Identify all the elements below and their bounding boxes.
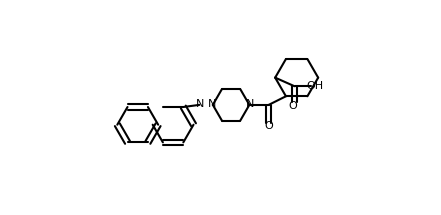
Text: O: O xyxy=(288,101,297,111)
Text: OH: OH xyxy=(307,81,324,91)
Text: N: N xyxy=(246,99,254,109)
Text: N: N xyxy=(196,99,205,109)
Text: O: O xyxy=(264,121,273,131)
Text: N: N xyxy=(208,99,216,109)
